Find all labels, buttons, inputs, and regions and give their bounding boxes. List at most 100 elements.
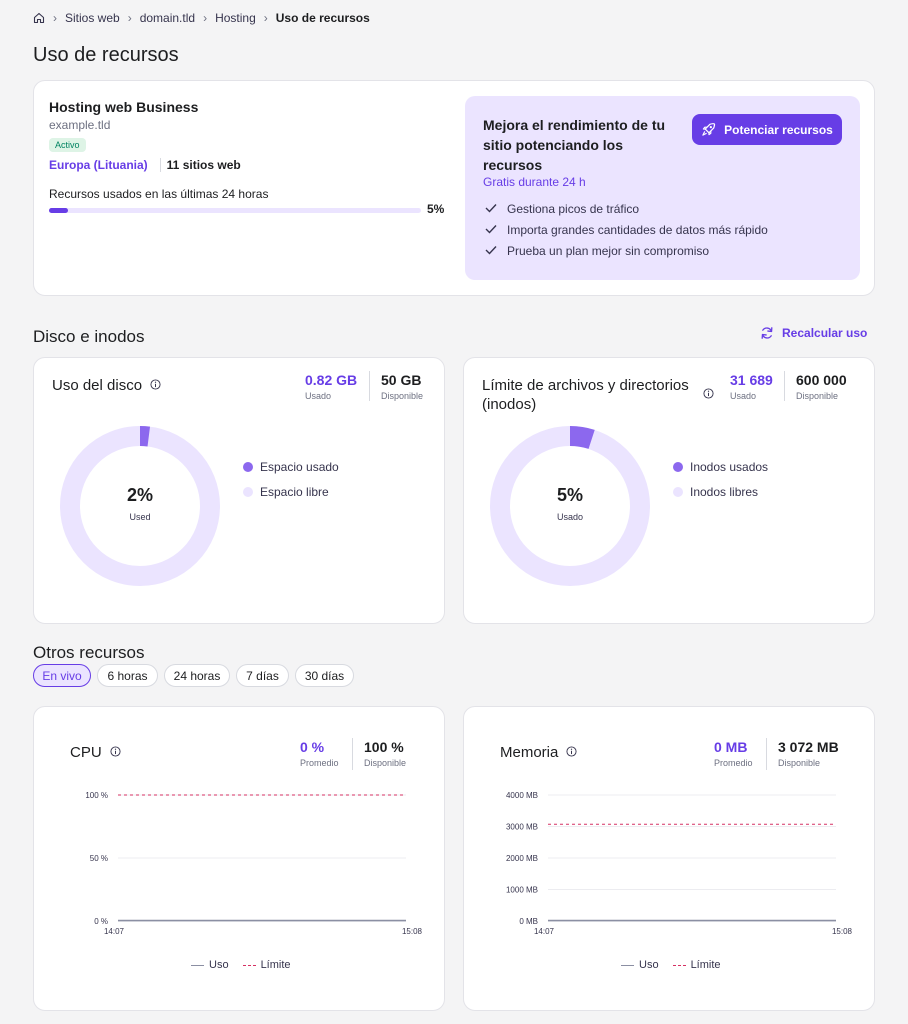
tab-live[interactable]: En vivo [33,664,91,687]
y-tick-label: 4000 MB [506,791,538,800]
recalculate-usage-button[interactable]: Recalcular uso [760,326,867,340]
promo-title: Mejora el rendimiento de tu sitio potenc… [483,117,666,173]
benefit-text: Gestiona picos de tráfico [507,201,640,216]
y-tick-label: 2000 MB [506,854,538,863]
plan-sites: 11 sitios web [166,158,241,172]
cpu-line-chart: 100 % 50 % 0 %14:07 15:08 [85,791,423,936]
chevron-right-icon: › [203,11,208,25]
x-tick-label: 14:07 [534,927,555,936]
tab-30-days[interactable]: 30 días [295,664,354,687]
y-tick-label: 3000 MB [506,823,538,832]
info-icon[interactable] [110,744,121,761]
status-badge: Activo [49,138,86,152]
usage-percent: 5% [427,202,445,216]
y-tick-label: 100 % [85,791,108,800]
list-item: Prueba un plan mejor sin compromiso [485,240,768,261]
y-tick-label: 50 % [90,854,108,863]
cpu-card: CPU 0 % Promedio 100 % Disponible 100 % 5… [33,706,445,1011]
usage-progress-bar [49,208,421,213]
cpu-avail-label: Disponible [364,758,407,768]
legend-label: Espacio libre [260,485,329,499]
legend-swatch [672,964,686,966]
cpu-title: CPU [70,744,102,761]
page-title: Uso de recursos [33,44,179,66]
disk-center-label: Used [129,512,151,522]
info-icon[interactable] [150,377,161,394]
chevron-right-icon: › [127,11,132,25]
legend-limit: Límite [672,959,721,971]
info-icon[interactable] [566,744,577,761]
tab-7-days[interactable]: 7 días [236,664,289,687]
divider [784,371,785,401]
y-tick-label: 0 % [94,917,108,926]
legend-free: Espacio libre [243,484,339,500]
usage-label: Recursos usados en las últimas 24 horas [49,187,269,201]
breadcrumb-link-domain[interactable]: domain.tld [139,11,196,25]
legend-use: Uso [191,959,229,971]
disk-used-value: 0.82 GB [305,372,358,388]
disk-available-value: 50 GB [381,372,422,388]
inodes-card: Límite de archivos y directorios (inodos… [463,357,875,624]
inodes-available-label: Disponible [796,391,839,401]
disk-usage-card: Uso del disco 0.82 GB Usado 50 GB Dispon… [33,357,445,624]
inodes-used-value: 31 689 [730,372,773,388]
legend-used: Inodos usados [673,459,768,475]
breadcrumb-link-websites[interactable]: Sitios web [65,11,120,25]
legend-label: Uso [639,959,659,971]
inodes-title: Límite de archivos y directorios (inodos… [482,377,689,413]
x-tick-label: 14:07 [104,927,125,936]
memory-legend: Uso Límite [621,959,721,971]
benefit-text: Importa grandes cantidades de datos más … [507,222,768,237]
x-tick-label: 15:08 [832,927,853,936]
legend-use: Uso [621,959,659,971]
legend-label: Límite [260,959,291,971]
memory-title: Memoria [500,744,559,761]
inodes-center-value: 5% [556,485,583,505]
disk-section-title: Disco e inodos [33,327,145,346]
checkmark-icon [485,244,497,258]
promo-subtitle: Gratis durante 24 h [483,175,586,189]
legend-dot [673,462,683,472]
memory-avail-value: 3 072 MB [778,739,839,755]
legend-free: Inodos libres [673,484,768,500]
legend-swatch [242,964,256,966]
recalculate-label: Recalcular uso [782,326,868,340]
rocket-icon [701,122,716,137]
divider [159,158,161,172]
tab-6-hours[interactable]: 6 horas [97,664,158,687]
x-tick-label: 15:08 [402,927,423,936]
memory-avail-label: Disponible [778,758,821,768]
plan-domain: example.tld [49,118,111,132]
donut-used-arc [570,426,595,449]
inodes-available-value: 600 000 [796,372,847,388]
boost-resources-button[interactable]: Potenciar recursos [692,114,842,145]
other-resources-title: Otros recursos [33,643,145,662]
plan-name: Hosting web Business [49,99,199,115]
cpu-avail-value: 100 % [364,739,404,755]
list-item: Gestiona picos de tráfico [485,198,768,219]
memory-avg-label: Promedio [714,758,753,768]
legend-label: Inodos usados [690,460,769,474]
legend-label: Uso [209,959,229,971]
legend-label: Inodos libres [690,485,759,499]
checkmark-icon [485,202,497,216]
tab-24-hours[interactable]: 24 horas [164,664,230,687]
benefits-list: Gestiona picos de tráfico Importa grande… [485,198,768,261]
benefit-text: Prueba un plan mejor sin compromiso [507,243,710,258]
home-icon[interactable] [33,12,45,24]
breadcrumb-link-hosting[interactable]: Hosting [215,11,256,25]
refresh-icon [760,326,774,340]
divider [369,371,370,401]
y-tick-label: 0 MB [519,917,538,926]
inodes-center-label: Usado [556,512,583,522]
info-icon[interactable] [703,386,714,404]
legend-used: Espacio usado [243,459,339,475]
legend-label: Espacio usado [260,460,339,474]
legend-limit: Límite [242,959,291,971]
boost-button-label: Potenciar recursos [724,122,833,137]
cpu-avg-label: Promedio [300,758,339,768]
legend-swatch [191,964,204,966]
divider [352,738,353,770]
list-item: Importa grandes cantidades de datos más … [485,219,768,240]
